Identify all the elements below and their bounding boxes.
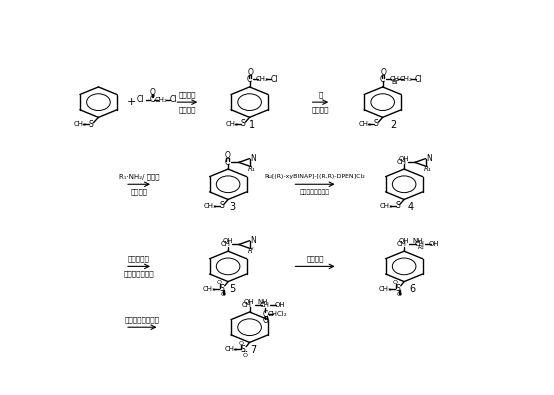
Text: 三氧化铝: 三氧化铝	[178, 91, 196, 98]
Text: CH: CH	[260, 302, 270, 308]
Text: 异丙醇、叔丁醇鈗: 异丙醇、叔丁醇鈗	[300, 189, 330, 195]
Text: CH₃: CH₃	[73, 121, 86, 127]
Text: N: N	[250, 236, 256, 245]
Text: R₁: R₁	[248, 166, 255, 172]
Text: O: O	[393, 280, 398, 285]
Text: 5: 5	[229, 284, 235, 294]
Text: Cl: Cl	[271, 75, 278, 84]
Text: CH: CH	[397, 241, 407, 248]
Text: S: S	[241, 119, 245, 128]
Text: 开环反应: 开环反应	[306, 256, 324, 262]
Text: CH₃: CH₃	[203, 286, 216, 292]
Text: CH: CH	[414, 241, 424, 248]
Text: CH₃: CH₃	[379, 203, 392, 209]
Text: 7: 7	[250, 345, 256, 355]
Text: Ru[(R)-xyBINAP]-[(R,R)-DPEN]Cl₂: Ru[(R)-xyBINAP]-[(R,R)-DPEN]Cl₂	[265, 174, 366, 179]
Text: S: S	[219, 284, 224, 293]
Text: +: +	[127, 97, 136, 107]
Text: CH: CH	[389, 76, 399, 82]
Text: 二氯甲烷: 二氯甲烷	[131, 188, 147, 195]
Text: N: N	[250, 154, 256, 163]
Text: NH: NH	[412, 238, 423, 244]
Text: Cl: Cl	[415, 75, 423, 84]
Text: R₁·NH₂/ 三乙胺: R₁·NH₂/ 三乙胺	[119, 173, 159, 180]
Text: N: N	[426, 154, 432, 163]
Text: C: C	[263, 310, 268, 319]
Text: 溨: 溨	[318, 91, 322, 98]
Text: OH: OH	[429, 241, 439, 248]
Text: OH: OH	[222, 238, 233, 244]
Text: Cl: Cl	[136, 95, 144, 104]
Text: CH₃: CH₃	[379, 286, 392, 292]
Text: CH₃: CH₃	[358, 121, 371, 127]
Text: 脱保护、酰化反应: 脱保护、酰化反应	[125, 316, 160, 323]
Text: 4: 4	[408, 202, 414, 212]
Text: 二氯甲烷: 二氯甲烷	[178, 106, 196, 113]
Text: S: S	[89, 120, 94, 129]
Text: C: C	[150, 95, 155, 104]
Text: O: O	[397, 292, 402, 297]
Text: OH: OH	[398, 238, 409, 244]
Text: S: S	[396, 201, 400, 211]
Text: C: C	[247, 75, 252, 84]
Text: CH: CH	[242, 302, 252, 308]
Text: NH: NH	[258, 299, 268, 305]
Text: CH₂: CH₂	[400, 76, 413, 82]
Text: C: C	[225, 158, 230, 167]
Text: CH: CH	[397, 159, 407, 166]
Text: 过碳酸氢鈗: 过碳酸氢鈗	[128, 256, 150, 262]
Text: CH₃: CH₃	[224, 346, 237, 352]
Text: C: C	[379, 75, 385, 84]
Text: O: O	[217, 280, 222, 285]
Text: Cl: Cl	[170, 95, 177, 104]
Text: CH₃: CH₃	[225, 121, 238, 127]
Text: O: O	[381, 68, 387, 77]
Text: CH₂: CH₂	[255, 76, 268, 82]
Text: 1: 1	[249, 120, 255, 130]
Text: R₁: R₁	[418, 245, 424, 250]
Text: CH₃: CH₃	[204, 203, 217, 209]
Text: O: O	[238, 341, 244, 346]
Text: O: O	[150, 88, 156, 97]
Text: Rᶠ: Rᶠ	[248, 248, 255, 254]
Text: 甲醇、四氢吶南: 甲醇、四氢吶南	[124, 271, 155, 277]
Text: S: S	[241, 345, 245, 354]
Text: OH: OH	[244, 299, 254, 305]
Text: 3: 3	[229, 202, 235, 212]
Text: S: S	[396, 284, 400, 293]
Text: CH: CH	[220, 241, 230, 248]
Text: O: O	[242, 353, 247, 358]
Text: S: S	[374, 119, 378, 128]
Text: 2: 2	[390, 120, 397, 130]
Text: O: O	[263, 316, 269, 325]
Text: O: O	[248, 68, 253, 77]
Text: CHCl₂: CHCl₂	[268, 311, 288, 318]
Text: S: S	[219, 201, 224, 211]
Text: Br: Br	[391, 79, 398, 85]
Text: OH: OH	[274, 302, 285, 308]
Text: O: O	[225, 151, 230, 160]
Text: CH₂: CH₂	[155, 97, 168, 103]
Text: 6: 6	[409, 284, 416, 294]
Text: O: O	[221, 292, 226, 297]
Text: 二氯甲烷: 二氯甲烷	[312, 106, 329, 113]
Text: OH: OH	[398, 156, 409, 162]
Text: R₁: R₁	[424, 166, 432, 172]
